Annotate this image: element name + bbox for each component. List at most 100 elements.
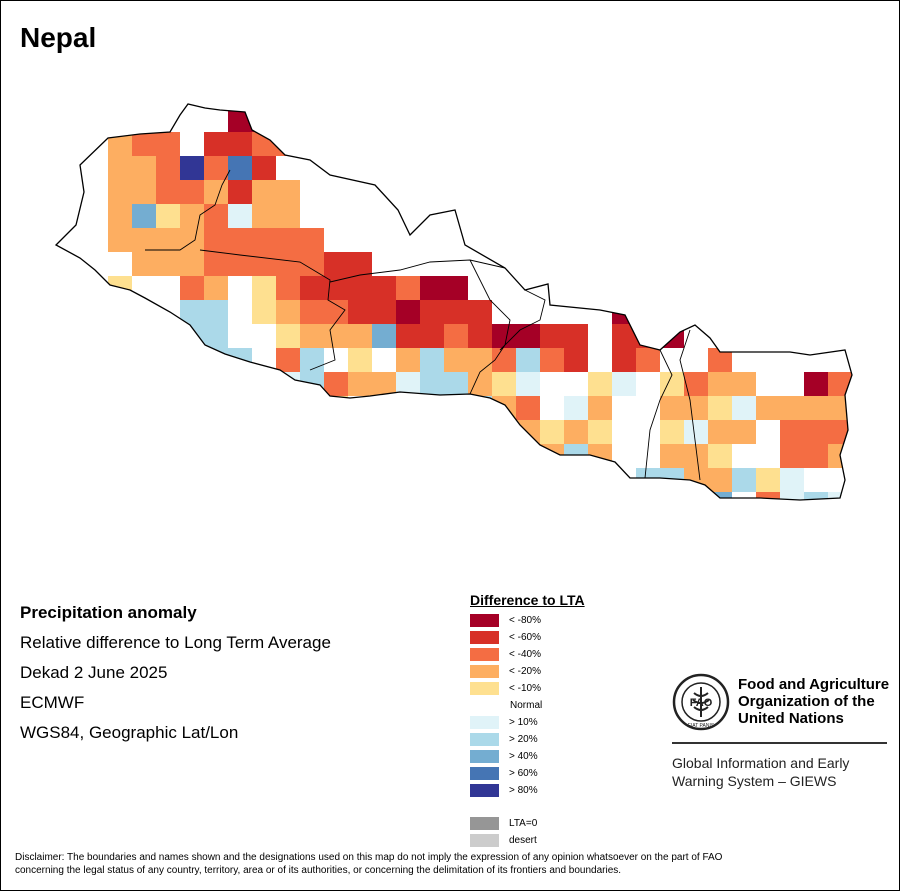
legend-row: < -40% [470,646,650,663]
anomaly-cell [420,372,444,396]
fao-name: Food and Agriculture Organization of the… [738,676,898,727]
anomaly-cell [756,396,780,420]
giews-line-1: Global Information and Early [672,755,850,771]
anomaly-cell [420,444,444,468]
anomaly-cell [204,156,228,180]
anomaly-cell [252,396,276,420]
anomaly-cell [324,444,348,468]
anomaly-cell [852,540,876,564]
anomaly-cell [780,516,804,540]
anomaly-cell [132,420,156,444]
anomaly-cell [276,108,300,132]
anomaly-cell [420,324,444,348]
info-period: Dekad 2 June 2025 [20,663,168,682]
info-heading: Precipitation anomaly [20,603,197,622]
anomaly-cell [252,420,276,444]
anomaly-cell [132,228,156,252]
anomaly-cell [852,420,876,444]
anomaly-cell [444,372,468,396]
anomaly-cell [804,372,828,396]
fao-logo-motto: FIAT PANIS [688,723,715,729]
anomaly-cell [252,252,276,276]
anomaly-cell [468,324,492,348]
legend-label: < -80% [509,615,541,626]
anomaly-cell [132,132,156,156]
anomaly-cell [276,420,300,444]
legend-swatch [470,767,499,780]
anomaly-cell [204,300,228,324]
anomaly-cell [564,468,588,492]
anomaly-cell [252,132,276,156]
anomaly-cell [252,228,276,252]
anomaly-cell [300,228,324,252]
info-source: ECMWF [20,693,85,712]
map-info-block: Precipitation anomaly Relative differenc… [20,598,331,748]
legend-swatch [470,648,499,661]
anomaly-cell [636,468,660,492]
anomaly-cell [612,300,636,324]
info-projection: WGS84, Geographic Lat/Lon [20,723,239,742]
legend-label: > 40% [509,751,538,762]
anomaly-cell [804,516,828,540]
anomaly-cell [276,276,300,300]
anomaly-cell [780,492,804,500]
anomaly-cell [348,420,372,444]
anomaly-cell [132,180,156,204]
anomaly-cell [396,468,420,492]
anomaly-cell [540,324,564,348]
anomaly-cell [468,348,492,372]
anomaly-cell [708,492,732,500]
anomaly-cell [348,444,372,468]
legend-row: < -80% [470,612,650,629]
anomaly-cell [708,468,732,492]
anomaly-cell [132,204,156,228]
anomaly-cell [492,372,516,396]
anomaly-cell [348,252,372,276]
anomaly-cell [492,468,516,492]
anomaly-cell [156,348,180,372]
country-boundary [54,103,853,501]
anomaly-cell [516,396,540,420]
anomaly-cell [132,156,156,180]
anomaly-cell [180,420,204,444]
anomaly-cell [276,204,300,228]
anomaly-cell [804,444,828,468]
anomaly-cell [156,180,180,204]
anomaly-cell [348,300,372,324]
anomaly-cell [684,492,708,500]
anomaly-cell [228,132,252,156]
anomaly-cell [468,420,492,444]
anomaly-cell [516,348,540,372]
anomaly-cell [252,204,276,228]
anomaly-cell [660,420,684,444]
anomaly-cell [420,420,444,444]
anomaly-cell [180,396,204,420]
fao-name-line-3: United Nations [738,710,844,727]
legend-label: < -60% [509,632,541,643]
anomaly-cell [708,372,732,396]
anomaly-cell [396,348,420,372]
anomaly-cell [756,492,780,500]
anomaly-cell [636,348,660,372]
anomaly-cell [612,372,636,396]
anomaly-cell [468,444,492,468]
anomaly-cell [228,420,252,444]
legend-row: > 20% [470,731,650,748]
anomaly-cell [516,372,540,396]
anomaly-cell [732,372,756,396]
anomaly-cell [492,324,516,348]
anomaly-cell [444,300,468,324]
anomaly-cell [876,540,900,564]
anomaly-cell [396,300,420,324]
anomaly-cell [180,348,204,372]
anomaly-cell [828,396,852,420]
anomaly-cell [180,372,204,396]
anomaly-cell [588,372,612,396]
fao-logo-text: FAO [690,697,713,709]
anomaly-cell [276,252,300,276]
anomaly-cell [396,444,420,468]
anomaly-cell [228,372,252,396]
legend-negative-classes: < -80% < -60% < -40% < -20% < -10% [470,612,650,697]
anomaly-cell [324,252,348,276]
anomaly-cell [468,372,492,396]
